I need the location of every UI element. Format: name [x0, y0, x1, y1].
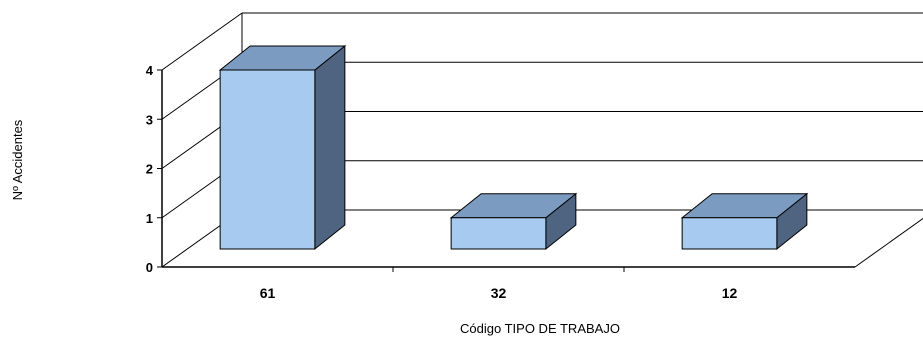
y-tick-label: 1 — [146, 211, 153, 226]
x-tick-label: 12 — [722, 285, 738, 301]
bar-front — [450, 217, 547, 250]
bar-12 — [680, 192, 809, 251]
y-axis-ticks: 0 1 2 3 4 — [146, 63, 162, 275]
x-tick-label: 61 — [260, 285, 276, 301]
x-axis-ticks: 61 32 12 — [260, 267, 738, 301]
x-tick-label: 32 — [491, 285, 507, 301]
y-tick-label: 2 — [146, 162, 153, 177]
bars — [218, 44, 809, 251]
bar-front — [219, 69, 316, 250]
y-tick-label: 0 — [146, 260, 153, 275]
gridline-side-4 — [161, 12, 243, 71]
floor-right-edge — [854, 218, 923, 268]
bar-side — [314, 44, 346, 251]
bar-61 — [218, 44, 347, 251]
y-tick-label: 3 — [146, 112, 153, 127]
x-axis-label: Código TIPO DE TRABAJO — [460, 321, 620, 336]
y-axis-label: Nº Accidentes — [10, 119, 25, 200]
y-tick-label: 4 — [146, 63, 154, 78]
bar-front — [681, 217, 778, 250]
gridlines — [161, 12, 923, 268]
bar-32 — [449, 192, 578, 251]
